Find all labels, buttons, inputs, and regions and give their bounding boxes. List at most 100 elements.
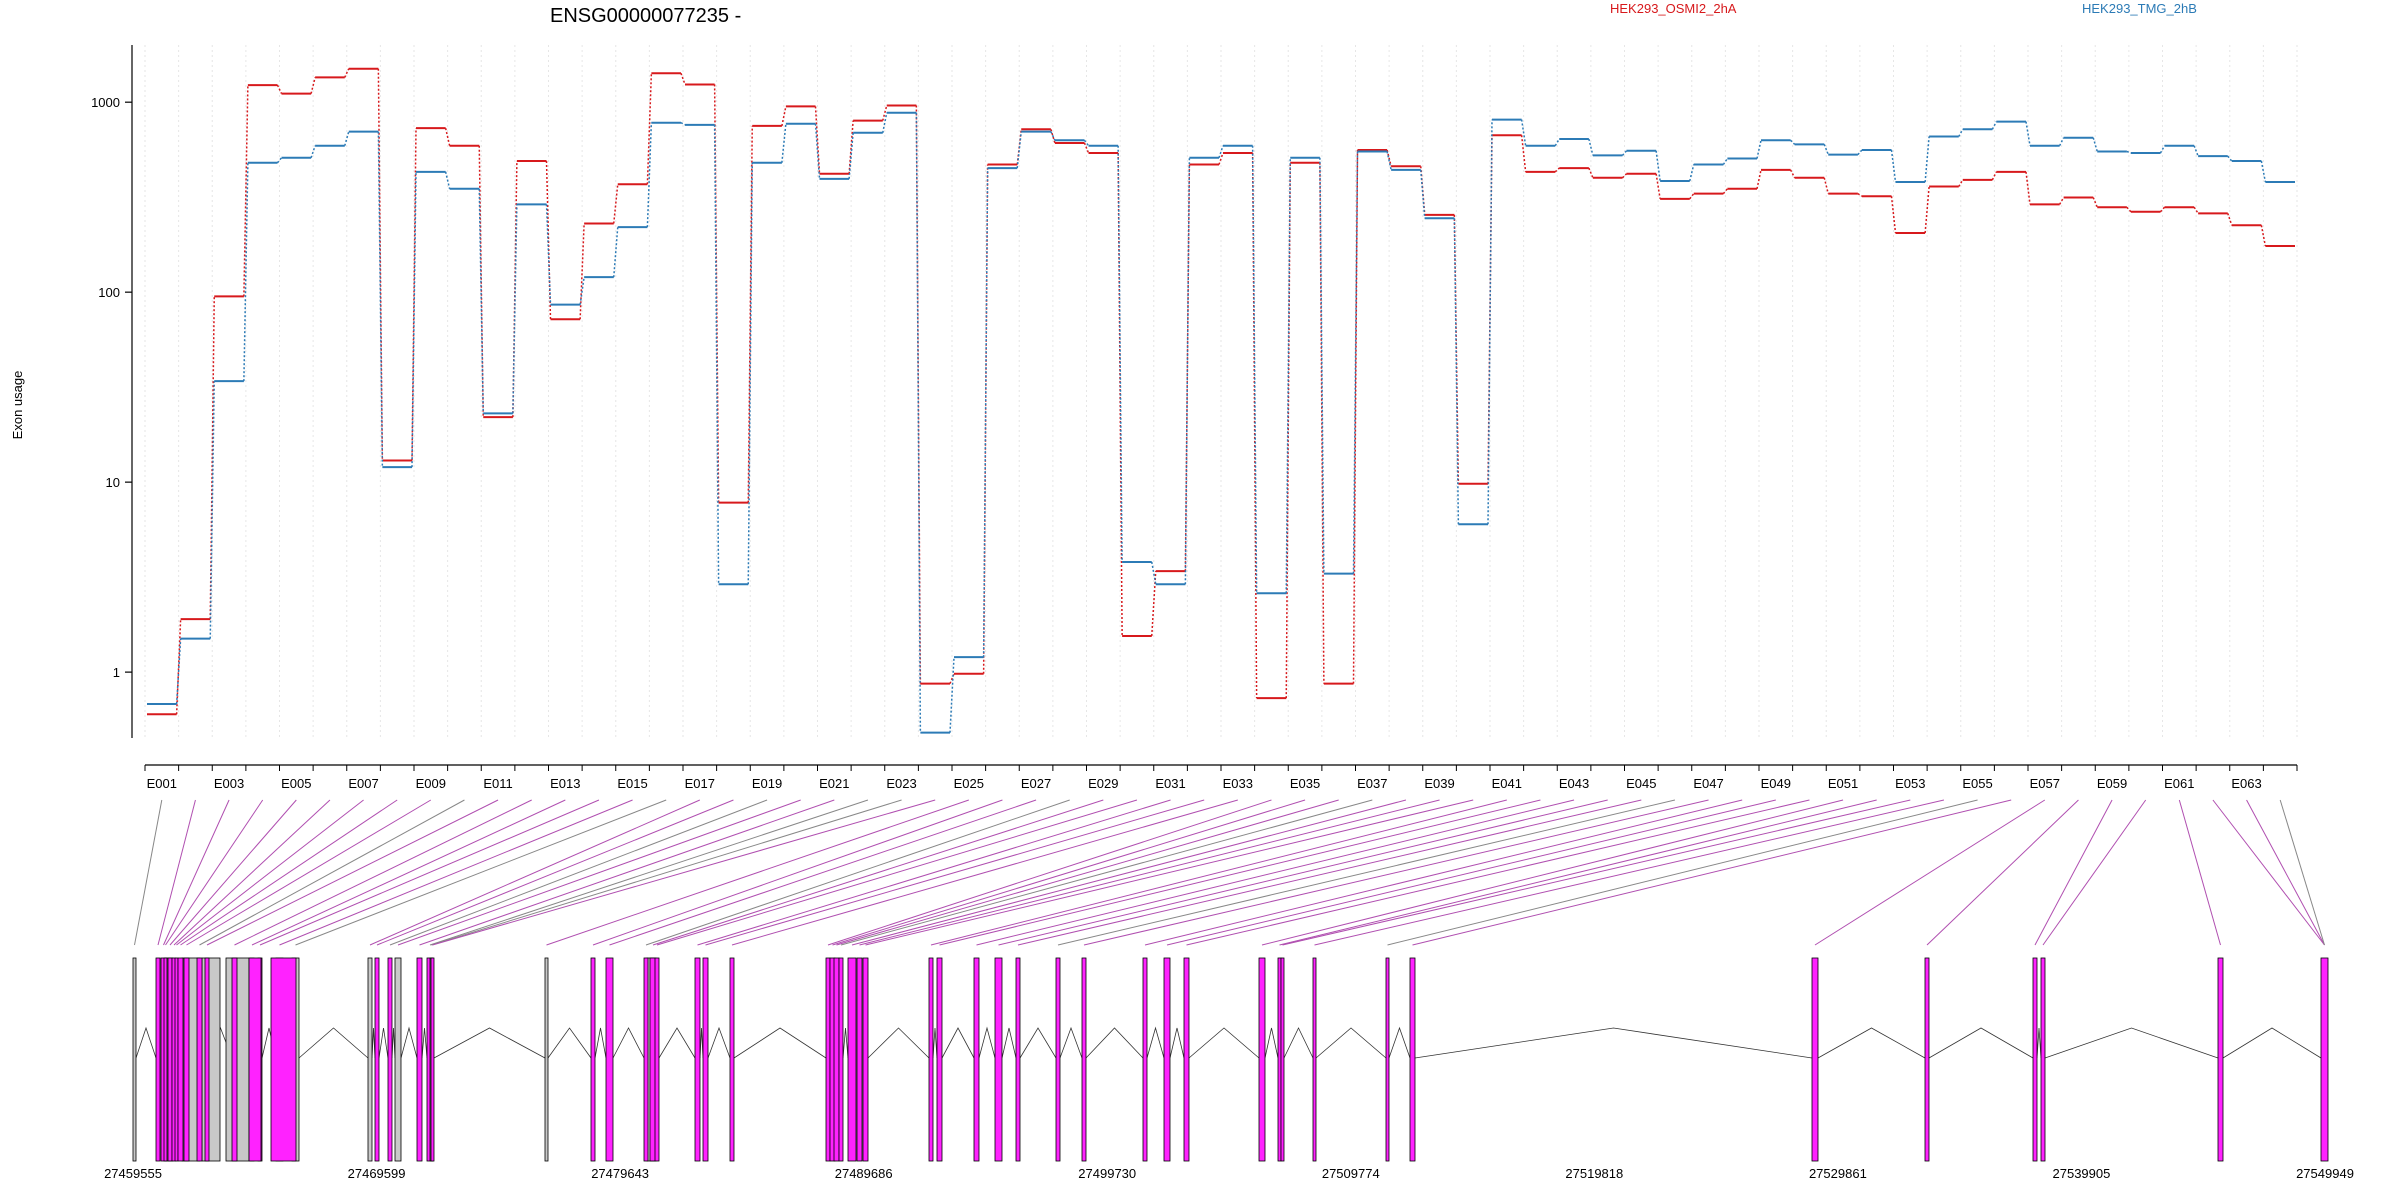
series-connector [1756, 169, 1762, 189]
series-connector [814, 106, 821, 174]
exon-block [936, 957, 943, 1162]
exon-connector [1057, 799, 1676, 946]
gene-model: 27459555 27469599 27479643 27489686 27499730… [104, 957, 2354, 1181]
series-connector [276, 84, 283, 94]
series-connector [2193, 206, 2199, 214]
series-connector [2159, 206, 2166, 213]
intron [612, 1027, 645, 1059]
legend-series-tmg: HEK293_TMG_2hB [2082, 1, 2197, 16]
intron [658, 1027, 696, 1059]
series-connector [781, 123, 787, 163]
exon-connector [163, 799, 230, 946]
exon-connector [279, 799, 633, 946]
exon-block-grey [225, 957, 250, 1162]
exon-block [2217, 957, 2224, 1162]
series-connector [882, 105, 888, 121]
series-connector [613, 227, 619, 278]
exon-connector [1017, 799, 1642, 946]
exon-connector [1282, 799, 1911, 946]
series-connector [613, 184, 619, 224]
exon-block [994, 957, 1003, 1162]
exon-connector [259, 799, 600, 946]
exon-connector [859, 799, 1440, 946]
intron [1085, 1027, 1144, 1059]
series-connector [1487, 119, 1493, 525]
axes: 1 10 100 1000 E001 E003 E005 E007 E009 E011 E013 E0… [91, 45, 2298, 791]
genomic-coordinate-label: 27499730 [1078, 1166, 1136, 1181]
exon-block [729, 957, 735, 1162]
grid-lines [144, 45, 2298, 738]
series-connector [1083, 142, 1090, 154]
intron [1188, 1027, 1260, 1059]
exon-block [838, 957, 844, 1162]
exon-connector [432, 799, 936, 946]
series-connector [1151, 571, 1157, 637]
exon-connector [2178, 799, 2221, 946]
legend-series-osmi2: HEK293_OSMI2_2hA [1610, 1, 1737, 16]
exon-block [2320, 957, 2329, 1162]
y-tick-label: 1 [113, 665, 120, 680]
x-tick-label: E051 [1828, 776, 1858, 791]
x-tick-label: E001 [147, 776, 177, 791]
x-tick-label: E039 [1424, 776, 1454, 791]
exon-connector [1279, 799, 1877, 946]
series-connector [949, 657, 955, 733]
x-tick-label: E013 [550, 776, 580, 791]
x-tick-label: E057 [2030, 776, 2060, 791]
intron [1169, 1027, 1185, 1059]
exon-block [270, 957, 297, 1162]
series-connector [478, 188, 484, 414]
series-connector [1756, 140, 1762, 159]
x-tick-label: E023 [886, 776, 916, 791]
intron [1283, 1027, 1314, 1059]
series-connector [1655, 173, 1661, 199]
exon-block [862, 957, 869, 1162]
series-connector [2025, 171, 2031, 205]
genomic-coordinate-label: 27519818 [1565, 1166, 1623, 1181]
series-connector [781, 106, 787, 127]
exon-block [1015, 957, 1021, 1162]
exon-connector [134, 799, 163, 946]
exon-connector [1144, 799, 1743, 946]
intron [1264, 1027, 1279, 1059]
series-connector [1621, 150, 1628, 156]
exon-connector [169, 799, 297, 946]
exon-connector [199, 799, 465, 946]
exon-block [132, 957, 137, 1162]
exon-connector [652, 799, 1104, 946]
series-connector [2058, 137, 2065, 147]
exon-block [833, 957, 840, 1162]
exon-block [1280, 957, 1285, 1162]
series-connector [2126, 206, 2132, 213]
exon-connector [546, 799, 969, 946]
exon-block [231, 957, 238, 1162]
exon-connector [656, 799, 1138, 946]
exon-connector [234, 799, 532, 946]
genomic-coordinate-label: 27509774 [1322, 1166, 1380, 1181]
exon-connector [1083, 799, 1709, 946]
intron [371, 1027, 376, 1059]
series-connector [1453, 218, 1460, 525]
intron [1059, 1026, 1083, 1059]
genomic-coordinate-label: 27459555 [104, 1166, 162, 1181]
series-connector [545, 204, 552, 305]
exon-connector [836, 799, 1339, 946]
intron [433, 1027, 546, 1059]
exon-block [2040, 957, 2046, 1162]
intron [707, 1026, 731, 1059]
intron [391, 1027, 396, 1059]
exon-connector [939, 799, 1541, 946]
series-connector [209, 381, 215, 639]
intron [135, 1026, 157, 1059]
exon-block [1277, 957, 1282, 1162]
series-connector [2227, 155, 2233, 162]
series-connector [2193, 145, 2199, 157]
exon-connector [173, 799, 331, 946]
series-connector [243, 162, 249, 382]
exon-block [1183, 957, 1190, 1162]
genomic-coordinate-label: 27489686 [835, 1166, 893, 1181]
x-tick-label: E061 [2164, 776, 2194, 791]
series-connector [1958, 179, 1964, 187]
exon-connector [419, 799, 835, 946]
exon-block [702, 957, 709, 1162]
